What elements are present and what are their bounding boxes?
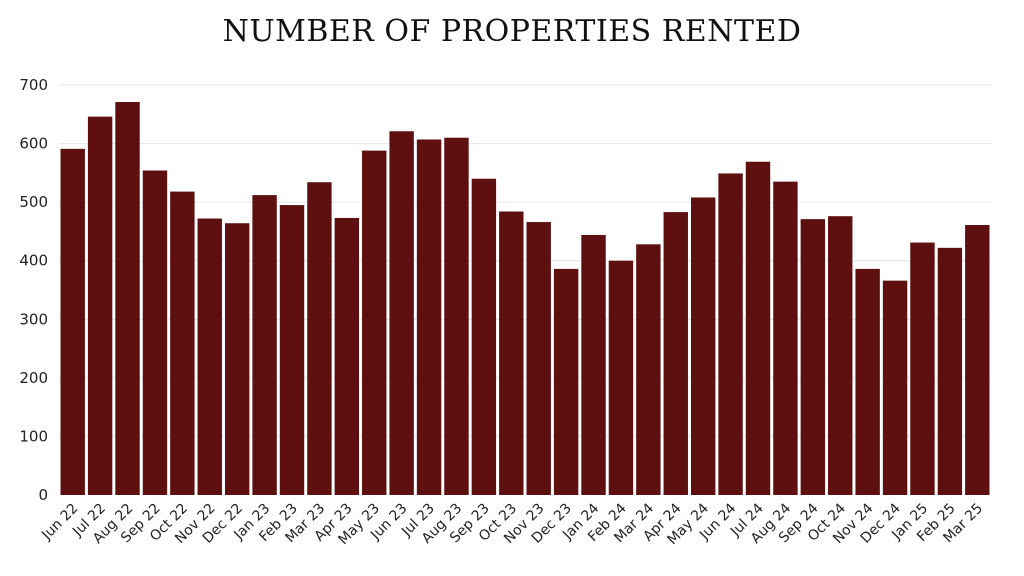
bar-aug-24 bbox=[773, 181, 798, 495]
bar-mar-24 bbox=[636, 244, 661, 495]
y-axis-ticks: 0 100 200 300 400 500 600 700 bbox=[19, 76, 48, 504]
bar-jul-22 bbox=[87, 116, 113, 495]
bar-dec-23 bbox=[553, 268, 579, 495]
bar-feb-23 bbox=[279, 205, 305, 495]
bar-sep-23 bbox=[471, 178, 497, 495]
bar-apr-23 bbox=[334, 217, 360, 495]
bar-jan-24 bbox=[581, 234, 606, 495]
bar-jun-23 bbox=[389, 131, 414, 495]
y-tick-label: 200 bbox=[19, 369, 48, 387]
y-tick-label: 100 bbox=[19, 427, 48, 445]
chart-title: NUMBER OF PROPERTIES RENTED bbox=[222, 14, 802, 49]
y-tick-label: 300 bbox=[19, 310, 48, 328]
bar-dec-24 bbox=[882, 280, 908, 495]
y-tick-label: 400 bbox=[19, 252, 48, 270]
bar-sep-24 bbox=[800, 219, 826, 495]
bar-may-23 bbox=[362, 150, 387, 495]
bar-sep-22 bbox=[142, 170, 168, 495]
y-tick-label: 0 bbox=[38, 486, 48, 504]
bar-series bbox=[60, 101, 990, 496]
y-tick-label: 600 bbox=[19, 135, 48, 153]
bar-oct-23 bbox=[499, 211, 524, 495]
bar-jan-25 bbox=[910, 242, 935, 495]
bar-feb-25 bbox=[937, 247, 963, 495]
bar-dec-22 bbox=[224, 223, 250, 496]
bar-feb-24 bbox=[608, 260, 634, 495]
bar-nov-24 bbox=[855, 268, 880, 495]
y-tick-label: 500 bbox=[19, 193, 48, 211]
bar-oct-22 bbox=[170, 191, 195, 495]
bar-mar-23 bbox=[307, 182, 332, 496]
y-tick-label: 700 bbox=[19, 76, 48, 94]
bar-apr-24 bbox=[663, 212, 688, 495]
bar-nov-23 bbox=[526, 222, 551, 495]
bar-mar-25 bbox=[965, 224, 990, 496]
bar-aug-22 bbox=[115, 101, 140, 496]
bar-jan-23 bbox=[252, 195, 277, 496]
bar-jun-22 bbox=[60, 148, 85, 495]
bar-jul-23 bbox=[416, 139, 442, 495]
bar-aug-23 bbox=[444, 137, 469, 495]
bar-nov-22 bbox=[197, 218, 222, 496]
bar-oct-24 bbox=[828, 216, 853, 495]
bar-jun-24 bbox=[718, 173, 743, 495]
bar-may-24 bbox=[690, 197, 716, 495]
bar-jul-24 bbox=[745, 161, 771, 496]
